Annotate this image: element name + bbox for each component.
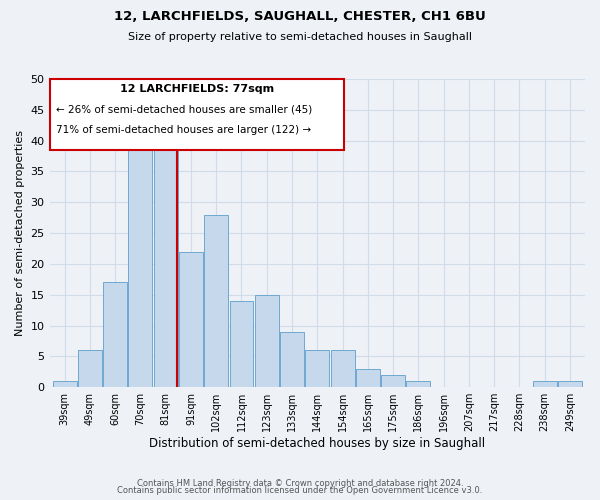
Y-axis label: Number of semi-detached properties: Number of semi-detached properties [15, 130, 25, 336]
Bar [280, 332, 304, 387]
Text: 12, LARCHFIELDS, SAUGHALL, CHESTER, CH1 6BU: 12, LARCHFIELDS, SAUGHALL, CHESTER, CH1 … [114, 10, 486, 23]
X-axis label: Distribution of semi-detached houses by size in Saughall: Distribution of semi-detached houses by … [149, 437, 485, 450]
Bar [331, 350, 355, 387]
Bar [558, 381, 582, 387]
Bar [78, 350, 102, 387]
Bar [103, 282, 127, 387]
Bar [305, 350, 329, 387]
Bar [230, 301, 253, 387]
Bar [406, 381, 430, 387]
Bar [154, 134, 178, 387]
Text: 71% of semi-detached houses are larger (122) →: 71% of semi-detached houses are larger (… [56, 124, 311, 134]
Bar [255, 294, 279, 387]
Bar [179, 252, 203, 387]
Text: ← 26% of semi-detached houses are smaller (45): ← 26% of semi-detached houses are smalle… [56, 104, 312, 115]
Bar [356, 368, 380, 387]
Bar [381, 375, 405, 387]
Bar [204, 214, 228, 387]
Text: 12 LARCHFIELDS: 77sqm: 12 LARCHFIELDS: 77sqm [120, 84, 274, 94]
Text: Contains HM Land Registry data © Crown copyright and database right 2024.: Contains HM Land Registry data © Crown c… [137, 478, 463, 488]
Bar [128, 134, 152, 387]
Text: Size of property relative to semi-detached houses in Saughall: Size of property relative to semi-detach… [128, 32, 472, 42]
Bar [533, 381, 557, 387]
Bar [53, 381, 77, 387]
Text: Contains public sector information licensed under the Open Government Licence v3: Contains public sector information licen… [118, 486, 482, 495]
